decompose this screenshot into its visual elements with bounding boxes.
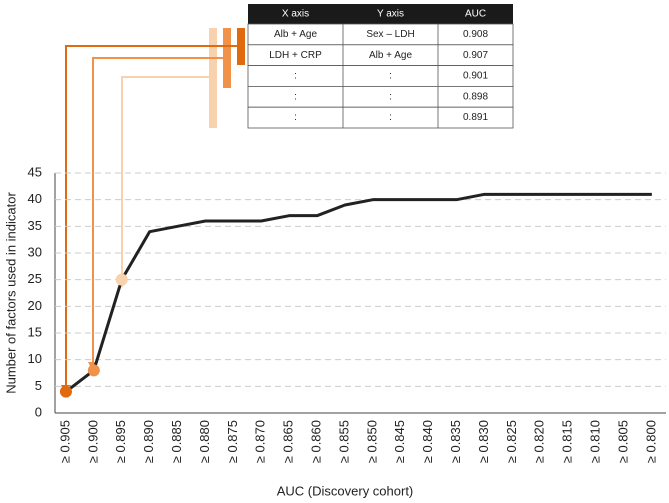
auc-table: X axis Y axis AUC Alb + Age Sex – LDH 0.908 LD… [247,4,514,129]
y-axis-title: Number of factors used in indicator [3,192,18,394]
table-cell: : [389,71,392,82]
x-tick-label: ≥ 0.880 [197,420,212,463]
table-header-bg [248,4,513,24]
table-cell: : [294,91,297,102]
y-tick-label: 45 [28,164,42,179]
x-tick-label: ≥ 0.830 [476,420,491,463]
table-cell: : [294,71,297,82]
y-tick-label: 25 [28,271,42,286]
x-tick-label: ≥ 0.870 [253,420,268,463]
table-header: Y axis [377,9,404,20]
x-tick-label: ≥ 0.825 [504,420,519,463]
y-tick-label: 20 [28,298,42,313]
y-tick-label: 15 [28,324,42,339]
highlight-point [115,273,128,286]
table-cell: 0.891 [463,112,488,123]
x-tick-label: ≥ 0.900 [85,420,100,463]
table-cell: 0.907 [463,50,488,61]
x-tick-label: ≥ 0.820 [532,420,547,463]
x-tick-label: ≥ 0.905 [57,420,72,463]
highlight-connectors [61,28,245,395]
x-tick-label: ≥ 0.800 [643,420,658,463]
x-tick-label: ≥ 0.875 [225,420,240,463]
table-cell: 0.908 [463,29,488,40]
x-tick-label: ≥ 0.865 [281,420,296,463]
y-tick-label: 5 [35,378,42,393]
table-cell: Alb + Age [274,29,318,40]
table-cell: 0.901 [463,71,488,82]
x-tick-label: ≥ 0.835 [448,420,463,463]
table-header: AUC [465,9,486,20]
x-tick-label: ≥ 0.810 [587,420,602,463]
x-tick-label: ≥ 0.805 [615,420,630,463]
table-cell: 0.898 [463,91,488,102]
table-cell: LDH + CRP [269,50,322,61]
y-tick-label: 35 [28,218,42,233]
x-tick-label: ≥ 0.840 [420,420,435,463]
y-tick-label: 30 [28,244,42,259]
table-cell: Sex – LDH [366,29,414,40]
table-cell: : [389,112,392,123]
y-tick-label: 10 [28,351,42,366]
table-cell: Alb + Age [369,50,413,61]
table-header: X axis [282,9,309,20]
table-row [247,106,514,129]
x-axis-title: AUC (Discovery cohort) [277,483,414,498]
y-tick-label: 0 [35,404,42,419]
x-tick-label: ≥ 0.885 [169,420,184,463]
table-cell: : [294,112,297,123]
highlight-point [87,364,100,377]
x-tick-label: ≥ 0.890 [141,420,156,463]
x-tick-label: ≥ 0.860 [308,420,323,463]
x-tick-label: ≥ 0.815 [560,420,575,463]
highlight-point [59,385,72,398]
x-tick-label: ≥ 0.895 [113,420,128,463]
table-cell: : [389,91,392,102]
x-tick-label: ≥ 0.850 [364,420,379,463]
y-tick-label: 40 [28,191,42,206]
x-tick-label: ≥ 0.845 [392,420,407,463]
data-line [65,192,652,393]
x-tick-label: ≥ 0.855 [336,420,351,463]
